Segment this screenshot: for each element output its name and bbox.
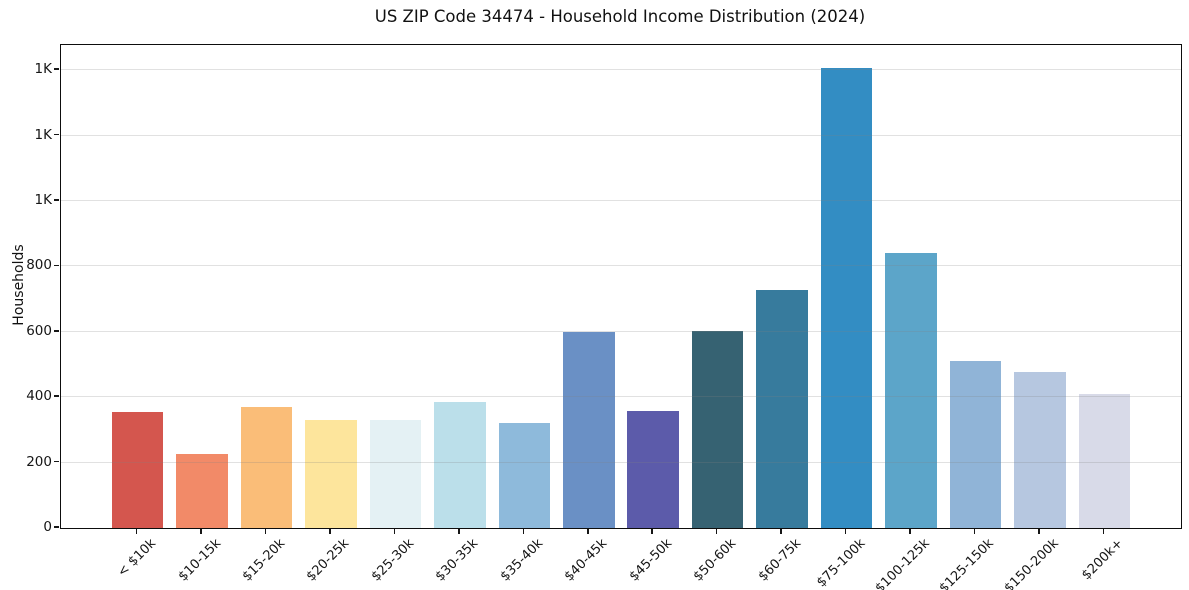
x-tick-label-$100-125k: $100-125k: [872, 536, 933, 590]
bar-$60-75k: [756, 290, 808, 528]
x-tick-mark: [1102, 529, 1105, 534]
x-tick-mark: [715, 529, 718, 534]
x-tick-mark: [522, 529, 525, 534]
y-tick-mark: [54, 329, 59, 332]
x-tick-mark: [973, 529, 976, 534]
gridline-400: [61, 396, 1181, 398]
x-tick-label-$30-35k: $30-35k: [433, 536, 482, 585]
bar-< $10k: [111, 411, 164, 528]
x-tick-label-$20-25k: $20-25k: [304, 536, 353, 585]
y-tick-mark: [54, 199, 59, 201]
x-tick-mark: [651, 529, 653, 534]
y-tick-mark: [54, 264, 59, 267]
x-tick-mark: [1038, 529, 1040, 534]
bar-$35-40k: [498, 422, 551, 528]
bar-$150-200k: [1014, 371, 1066, 528]
x-tick-mark: [909, 529, 911, 534]
x-tick-mark: [586, 529, 589, 534]
y-tick-label: 200: [26, 453, 52, 470]
gridline-200: [61, 461, 1181, 463]
bar-$45-50k: [627, 411, 679, 528]
chart-title: US ZIP Code 34474 - Household Income Dis…: [374, 7, 866, 26]
y-tick-label: 800: [26, 257, 52, 274]
x-tick-label-$75-100k: $75-100k: [813, 536, 869, 590]
y-tick-label: 1K: [34, 61, 52, 78]
y-tick-label: 0: [43, 519, 52, 535]
x-tick-label-$200k+: $200k+: [1078, 536, 1126, 584]
x-tick-mark: [393, 529, 396, 534]
x-tick-mark: [135, 529, 138, 534]
bar-$30-35k: [434, 402, 486, 528]
x-tick-label-$35-40k: $35-40k: [497, 536, 546, 585]
x-tick-mark: [844, 529, 847, 534]
x-tick-label-$60-75k: $60-75k: [755, 536, 804, 585]
y-tick-mark: [54, 526, 59, 528]
x-tick-mark: [264, 529, 267, 534]
y-tick-label: 1K: [34, 191, 52, 208]
y-tick-mark: [54, 395, 59, 397]
bar-$40-45k: [563, 331, 615, 528]
bar-$200k+: [1078, 393, 1131, 528]
bar-$125-150k: [949, 361, 1002, 528]
gridline-1400: [61, 69, 1181, 71]
x-tick-mark: [329, 529, 331, 534]
y-tick-mark: [54, 68, 59, 70]
x-tick-label-$45-50k: $45-50k: [626, 536, 675, 585]
gridline-600: [61, 330, 1181, 332]
y-tick-mark: [54, 460, 59, 463]
y-tick-label: 600: [26, 322, 52, 339]
x-tick-label-$25-30k: $25-30k: [368, 536, 418, 585]
y-tick-mark: [54, 133, 59, 136]
x-tick-mark: [458, 529, 460, 534]
x-tick-label-< $10k: < $10k: [115, 536, 160, 581]
bar-$50-60k: [691, 330, 744, 528]
x-tick-label-$125-150k: $125-150k: [936, 536, 998, 590]
x-tick-label-$10-15k: $10-15k: [175, 536, 224, 585]
x-tick-label-$150-200k: $150-200k: [1001, 536, 1062, 590]
x-tick-label-$50-60k: $50-60k: [690, 536, 740, 585]
x-tick-label-$40-45k: $40-45k: [561, 536, 611, 585]
bar-$100-125k: [885, 253, 937, 528]
x-tick-mark: [780, 529, 782, 534]
y-tick-label: 1K: [34, 126, 52, 143]
x-tick-mark: [200, 529, 202, 534]
bar-$25-30k: [369, 420, 422, 528]
gridline-1000: [61, 200, 1181, 201]
bar-$75-100k: [820, 67, 873, 528]
gridline-1200: [61, 134, 1181, 136]
x-tick-label-$15-20k: $15-20k: [239, 536, 289, 585]
y-tick-label: 400: [26, 388, 52, 405]
bar-$10-15k: [176, 454, 228, 528]
plot-area: [60, 44, 1182, 529]
gridline-800: [61, 265, 1181, 267]
bar-$15-20k: [240, 407, 293, 528]
bar-$20-25k: [305, 420, 357, 528]
